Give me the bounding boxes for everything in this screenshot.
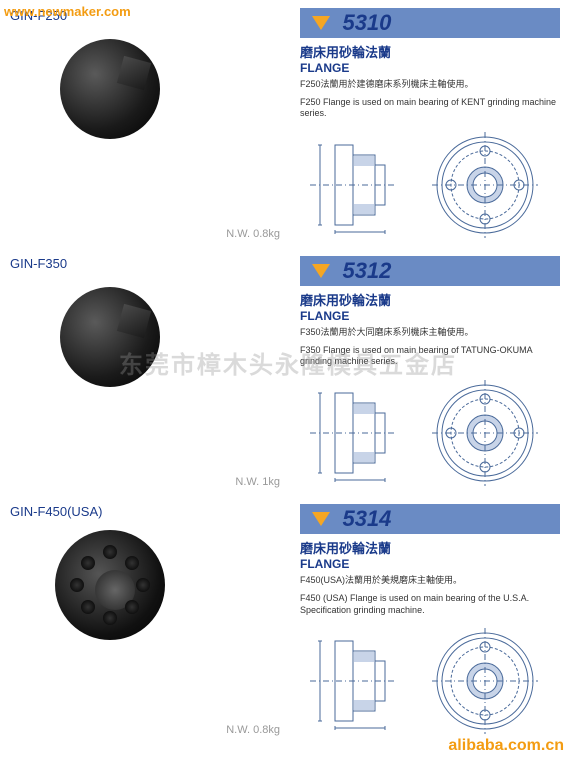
model-label: GIN-F450(USA): [10, 504, 300, 519]
desc-cn: F350法蘭用於大同磨床系列機床主軸使用。: [300, 327, 566, 339]
flange-photo: [55, 530, 165, 640]
title-en: FLANGE: [300, 61, 566, 75]
title-en: FLANGE: [300, 557, 566, 571]
product-row: GIN-F250 N.W. 0.8kg 5310 磨床用砂輪法蘭 FLANGE …: [0, 0, 576, 248]
watermark-center: 东莞市樟木头永隆模具五金店: [119, 345, 457, 380]
diagram-row: [300, 130, 566, 240]
code-header: 5310: [300, 8, 560, 38]
triangle-icon: [312, 264, 330, 278]
watermark-top: www.newmaker.com: [4, 4, 131, 19]
tech-diagram-side: [300, 378, 420, 488]
weight-label: N.W. 0.8kg: [226, 724, 280, 736]
title-cn: 磨床用砂輪法蘭: [300, 42, 566, 61]
tech-diagram-side: [300, 130, 420, 240]
desc-cn: F250法蘭用於建德磨床系列機床主軸使用。: [300, 79, 566, 91]
weight-label: N.W. 1kg: [235, 476, 280, 488]
model-label: GIN-F350: [10, 256, 300, 271]
left-column: GIN-F450(USA) N.W. 0.8kg: [10, 504, 300, 736]
flange-photo: [60, 39, 160, 139]
product-code: 5310: [342, 10, 391, 35]
desc-en: F250 Flange is used on main bearing of K…: [300, 97, 566, 120]
tech-diagram-front: [430, 626, 540, 736]
diagram-row: [300, 378, 566, 488]
product-photo: [50, 525, 190, 645]
title-en: FLANGE: [300, 309, 566, 323]
title-cn: 磨床用砂輪法蘭: [300, 538, 566, 557]
weight-label: N.W. 0.8kg: [226, 228, 280, 240]
diagram-row: [300, 626, 566, 736]
triangle-icon: [312, 16, 330, 30]
watermark-bottom: alibaba.com.cn: [448, 737, 564, 755]
product-row: GIN-F450(USA) N.W. 0.8kg 5314 磨床用砂輪法蘭 FL…: [0, 496, 576, 744]
left-column: GIN-F250 N.W. 0.8kg: [10, 8, 300, 240]
code-header: 5314: [300, 504, 560, 534]
product-photo: [50, 29, 190, 149]
tech-diagram-front: [430, 130, 540, 240]
product-code: 5314: [342, 506, 391, 531]
product-code: 5312: [342, 258, 391, 283]
triangle-icon: [312, 512, 330, 526]
title-cn: 磨床用砂輪法蘭: [300, 290, 566, 309]
desc-en: F450 (USA) Flange is used on main bearin…: [300, 593, 566, 616]
tech-diagram-side: [300, 626, 420, 736]
right-column: 5314 磨床用砂輪法蘭 FLANGE F450(USA)法蘭用於美規磨床主軸使…: [300, 504, 566, 736]
right-column: 5310 磨床用砂輪法蘭 FLANGE F250法蘭用於建德磨床系列機床主軸使用…: [300, 8, 566, 240]
code-header: 5312: [300, 256, 560, 286]
desc-cn: F450(USA)法蘭用於美規磨床主軸使用。: [300, 575, 566, 587]
tech-diagram-front: [430, 378, 540, 488]
